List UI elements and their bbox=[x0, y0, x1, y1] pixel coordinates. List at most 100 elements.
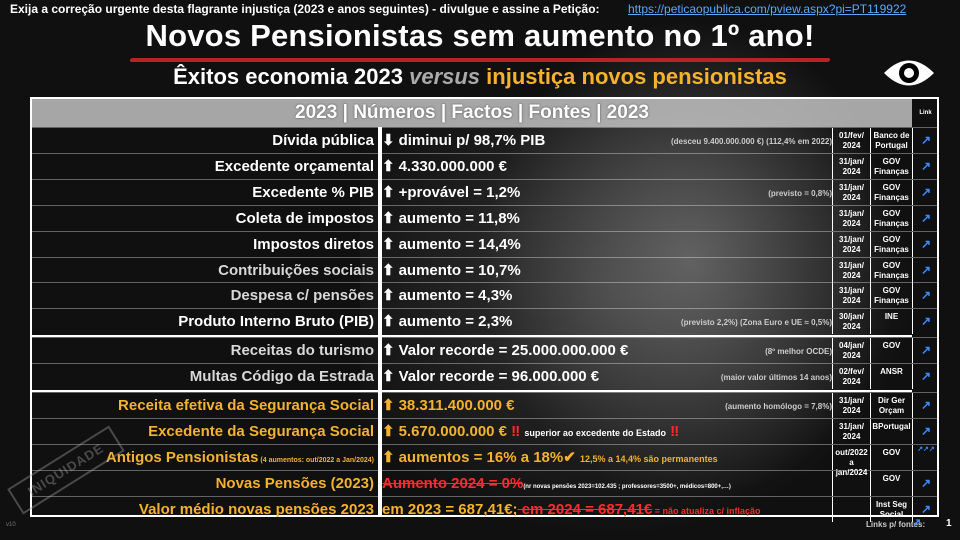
row-source: GOV Finanças bbox=[870, 205, 912, 231]
row-label: Excedente orçamental bbox=[32, 154, 378, 179]
row-label: Receitas do turismo bbox=[32, 338, 378, 363]
row-value: ⬆ aumentos = 16% a 18%✔ 12,5% a 14,4% são… bbox=[382, 445, 832, 470]
source-link-icon[interactable]: ↗ bbox=[912, 338, 939, 364]
row-label: Coleta de impostos bbox=[32, 206, 378, 231]
row-source: Dir Ger Orçam bbox=[870, 393, 912, 418]
row-value: ⬇ diminui p/ 98,7% PIB (desceu 9.400.000.0… bbox=[382, 128, 832, 153]
row-source: GOV bbox=[870, 338, 912, 364]
row-value-text: diminui p/ 98,7% PIB bbox=[398, 132, 546, 149]
row-value-text: aumento = 4,3% bbox=[398, 287, 513, 305]
row-source: GOV bbox=[870, 444, 912, 470]
exclamation-icon: ‼ bbox=[507, 422, 525, 440]
row-value: ⬆ aumento = 14,4% bbox=[382, 232, 832, 257]
source-link-icon[interactable]: ↗ bbox=[912, 309, 939, 335]
row-label-text: Valor médio novas pensões 2023 bbox=[138, 500, 374, 518]
source-link-icon[interactable]: ↗ bbox=[912, 364, 939, 390]
row-value-text: 4.330.000.000 € bbox=[398, 157, 508, 175]
row-note: (previsto = 0,8%) bbox=[768, 188, 832, 198]
footer-link-icon[interactable]: ↗ bbox=[912, 517, 922, 529]
row-label-text: Produto Interno Bruto (PIB) bbox=[178, 313, 374, 331]
row-value: ⬆ aumento = 11,8% bbox=[382, 206, 832, 231]
checkmark-icon: ✔ bbox=[563, 448, 580, 466]
row-label: Produto Interno Bruto (PIB) bbox=[32, 309, 378, 334]
arrow-up-icon: ⬆ bbox=[382, 261, 395, 279]
row-value-text: aumento = 11,8% bbox=[398, 209, 520, 227]
table-row: Dívida pública ⬇ diminui p/ 98,7% PIB (desc… bbox=[32, 127, 939, 153]
row-label: Receita efetiva da Segurança Social bbox=[32, 393, 378, 418]
row-value: ⬆ Valor recorde = 25.000.000.000 € (8º mel… bbox=[382, 338, 832, 363]
source-link-icon[interactable]: ↗ bbox=[912, 496, 939, 522]
row-source: GOV Finanças bbox=[870, 257, 912, 283]
source-link-icon[interactable]: ↗ bbox=[912, 205, 939, 231]
row-value-text: 5.670.000.000 € bbox=[398, 422, 508, 440]
row-label: Valor médio novas pensões 2023 bbox=[32, 497, 378, 522]
eye-icon[interactable] bbox=[882, 54, 936, 92]
link-column-header: Link bbox=[919, 110, 932, 116]
row-value-text: aumento = 14,4% bbox=[398, 235, 521, 253]
row-note: (previsto 2,2%) (Zona Euro e UE ≈ 0,5%) bbox=[680, 318, 832, 328]
source-link-icon[interactable]: ↗ bbox=[912, 179, 939, 205]
row-date: 31/jan/ 2024 bbox=[832, 179, 870, 205]
row-note: (aumento homólogo = 7,8%) bbox=[725, 402, 832, 411]
row-source: GOV Finanças bbox=[870, 153, 912, 179]
arrow-up-icon: ⬆ bbox=[382, 183, 395, 201]
row-label: Multas Código da Estrada bbox=[32, 364, 378, 389]
row-label-text: Multas Código da Estrada bbox=[189, 368, 374, 386]
arrow-up-icon: ⬆ bbox=[382, 422, 395, 440]
source-link-icon[interactable]: ↗ bbox=[912, 393, 939, 418]
table-header: 2023 | Números | Factos | Fontes | 2023 bbox=[32, 99, 912, 127]
source-link-icon[interactable]: ↗↗↗ bbox=[912, 444, 939, 470]
arrow-up-icon: ⬆ bbox=[382, 342, 395, 360]
source-link-icon[interactable]: ↗ bbox=[912, 153, 939, 179]
arrow-up-icon: ⬆ bbox=[382, 397, 395, 414]
source-link-icon[interactable]: ↗ bbox=[912, 470, 939, 496]
row-date: out/2022 a jan/2024 bbox=[832, 444, 870, 477]
row-value-extra: = não atualiza c/ inflação bbox=[652, 505, 761, 516]
row-value-text: aumento = 10,7% bbox=[398, 261, 521, 279]
row-date: 31/jan/ 2024 bbox=[832, 257, 870, 283]
row-label: Contribuições sociais bbox=[32, 258, 378, 283]
row-label-text: Contribuições sociais bbox=[218, 261, 374, 279]
row-note: (maior valor últimos 14 anos) bbox=[720, 373, 832, 383]
row-date: 01/fev/ 2024 bbox=[832, 128, 870, 153]
row-date: 31/jan/ 2024 bbox=[832, 231, 870, 257]
source-link-icon[interactable]: ↗ bbox=[912, 128, 939, 153]
exclamation-icon: ‼ bbox=[665, 422, 680, 440]
source-link-icon[interactable]: ↗ bbox=[912, 283, 939, 309]
row-value-text: 38.311.400.000 € bbox=[398, 397, 515, 414]
row-label: Excedente da Segurança Social bbox=[32, 419, 378, 444]
row-label-text: Receitas do turismo bbox=[230, 342, 374, 360]
row-label-text: Impostos diretos bbox=[253, 235, 374, 253]
row-value: ⬆ aumento = 2,3% (previsto 2,2%) (Zona Eur… bbox=[382, 309, 832, 334]
row-date: 31/jan/ 2024 bbox=[832, 283, 870, 309]
row-value-extra: superior ao excedente do Estado bbox=[524, 427, 666, 438]
row-value: Aumento 2024 = 0%(nr novas pensões 2023=… bbox=[382, 471, 832, 496]
row-date: 31/jan/ 2024 bbox=[832, 393, 870, 418]
source-link-icon[interactable]: ↗ bbox=[912, 231, 939, 257]
footer-links-label: Links p/ fontes: bbox=[866, 520, 926, 529]
row-value: ⬆ 38.311.400.000 € (aumento homólogo = 7,8… bbox=[382, 393, 832, 418]
source-link-icon[interactable]: ↗ bbox=[912, 257, 939, 283]
row-label-note: (4 aumentos: out/2022 a Jan/2024) bbox=[258, 456, 374, 464]
row-date bbox=[832, 470, 870, 496]
row-label: Novas Pensões (2023) bbox=[32, 471, 378, 496]
row-source: GOV Finanças bbox=[870, 179, 912, 205]
row-note: (8º melhor OCDE) bbox=[765, 347, 832, 357]
row-label-text: Excedente % PIB bbox=[252, 183, 374, 201]
table-row: Despesa c/ pensões ⬆ aumento = 4,3% 31/jan/… bbox=[32, 282, 939, 309]
table-row: Excedente % PIB ⬆ +provável = 1,2% (previst… bbox=[32, 178, 939, 205]
row-value: em 2023 = 687,41€; em 2024 = 687,41€ = n… bbox=[382, 497, 832, 522]
row-label-text: Despesa c/ pensões bbox=[230, 287, 374, 305]
row-source: GOV Finanças bbox=[870, 283, 912, 309]
row-date: 31/jan/ 2024 bbox=[832, 153, 870, 179]
petition-link[interactable]: https://peticaopublica.com/pview.aspx?pi… bbox=[628, 2, 907, 16]
source-link-icon[interactable]: ↗ bbox=[912, 418, 939, 444]
table-row: Antigos Pensionistas (4 aumentos: out/20… bbox=[32, 443, 939, 477]
row-label-text: Novas Pensões (2023) bbox=[215, 474, 374, 492]
page-title: Novos Pensionistas sem aumento no 1º ano… bbox=[145, 18, 815, 53]
row-value-text: em 2023 = 687,41€; bbox=[382, 500, 518, 518]
data-table: 2023 | Números | Factos | Fontes | 2023 … bbox=[30, 97, 939, 522]
arrow-up-icon: ⬆ bbox=[382, 157, 395, 175]
row-label: Excedente % PIB bbox=[32, 180, 378, 205]
table-row: Coleta de impostos ⬆ aumento = 11,8% 31/jan… bbox=[32, 204, 939, 231]
